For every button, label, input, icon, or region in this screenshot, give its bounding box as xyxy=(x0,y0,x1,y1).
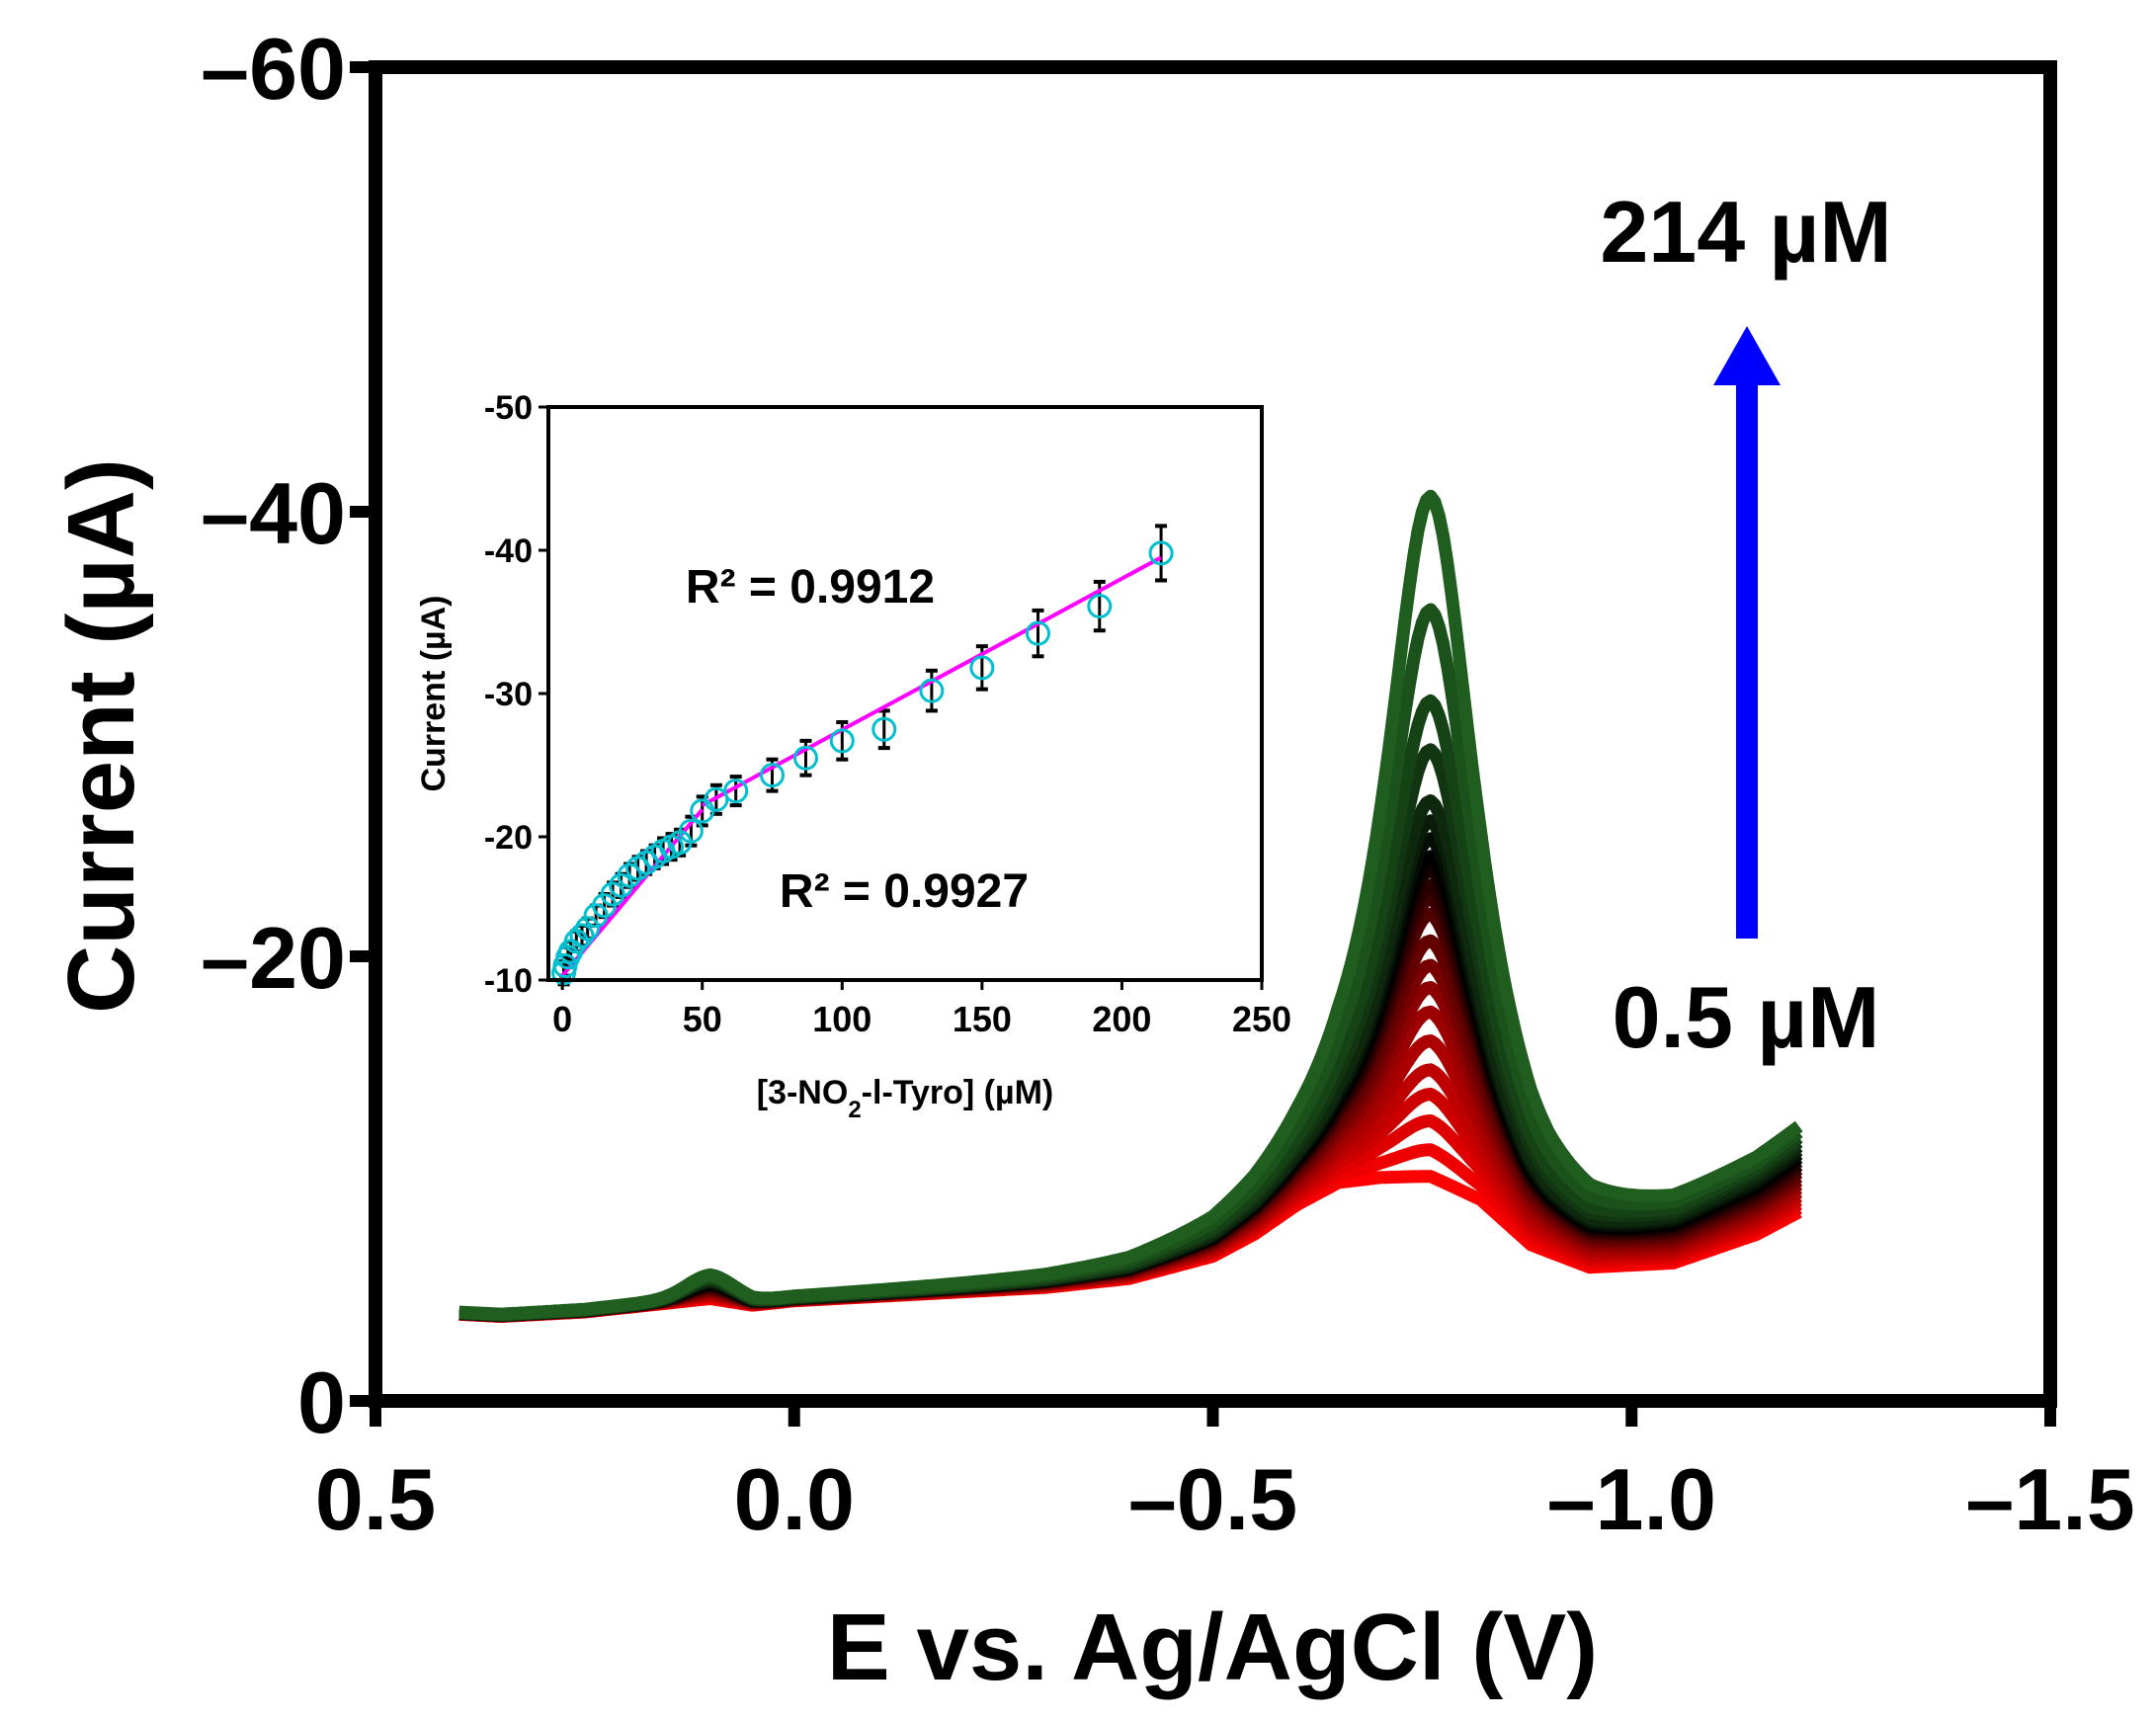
main-y-axis: 0 –20 –40 –60 xyxy=(201,20,375,1451)
inset-chart: 0 50 100 150 200 250 -10 -20 -30 -40 -50 R² = 0.9… xyxy=(415,389,1291,1123)
main-x-axis: 0.5 0.0 –0.5 –1.0 –1.5 xyxy=(315,1401,2135,1548)
inset-y-tick-label: -10 xyxy=(484,962,533,1000)
low-concentration-label: 0.5 µM xyxy=(1613,968,1880,1066)
main-x-tick-label: –1.5 xyxy=(1965,1450,2134,1548)
inset-error-bar xyxy=(1032,608,1044,659)
inset-data-point xyxy=(678,818,704,844)
main-y-tick-label: –60 xyxy=(201,20,346,118)
voltammogram-curves xyxy=(456,489,1803,1323)
inset-error-bar xyxy=(925,668,938,713)
inset-data-point xyxy=(871,716,897,742)
inset-data-point xyxy=(575,916,601,942)
high-concentration-label: 214 µM xyxy=(1600,183,1891,281)
inset-data xyxy=(551,524,1174,987)
inset-x-tick-label: 50 xyxy=(683,999,722,1039)
inset-y-axis-label: Current (µA) xyxy=(415,595,453,791)
main-chart: 0.5 0.0 –0.5 –1.0 –1.5 0 –20 –40 –60 E vs. Ag/A… xyxy=(48,20,2135,1700)
inset-data-point xyxy=(600,881,625,907)
inset-x-axis-label: [3-NO2-l-Tyro] (µM) xyxy=(757,1074,1054,1123)
inset-data-point xyxy=(792,745,818,771)
inset-data-point xyxy=(760,763,786,788)
inset-data-point xyxy=(617,862,642,888)
inset-data-point xyxy=(829,728,855,754)
inset-data-point xyxy=(969,655,995,681)
main-x-axis-label: E vs. Ag/AgCl (V) xyxy=(827,1595,1599,1700)
concentration-arrow-icon xyxy=(1713,326,1781,939)
r2-lower-label: R² = 0.9927 xyxy=(780,865,1029,918)
main-x-tick-label: –1.0 xyxy=(1547,1450,1716,1548)
main-x-tick-label: 0.5 xyxy=(315,1450,436,1548)
inset-x-tick-label: 250 xyxy=(1232,999,1291,1039)
inset-x-tick-label: 0 xyxy=(552,999,572,1039)
main-y-tick-label: –20 xyxy=(201,909,346,1007)
main-x-tick-label: –0.5 xyxy=(1128,1450,1297,1548)
inset-y-tick-label: -40 xyxy=(484,533,533,570)
r2-upper-label: R² = 0.9912 xyxy=(686,561,935,614)
main-x-tick-label: 0.0 xyxy=(734,1450,855,1548)
inset-data-point xyxy=(723,779,749,804)
inset-y-tick-label: -20 xyxy=(484,819,533,857)
main-y-tick-label: 0 xyxy=(297,1353,346,1451)
inset-data-point xyxy=(569,923,595,948)
inset-data-point xyxy=(919,678,945,703)
inset-y-tick-label: -50 xyxy=(484,389,533,427)
inset-fit-line xyxy=(701,555,1163,807)
main-y-tick-label: –40 xyxy=(201,464,346,562)
main-y-axis-label: Current (µA) xyxy=(48,458,154,1014)
inset-x-tick-label: 200 xyxy=(1092,999,1151,1039)
inset-x-axis: 0 50 100 150 200 250 xyxy=(552,980,1291,1039)
voltammogram-curve xyxy=(456,489,1803,1321)
inset-y-tick-label: -30 xyxy=(484,676,533,713)
inset-data-point xyxy=(1025,620,1050,646)
inset-x-tick-label: 100 xyxy=(812,999,871,1039)
inset-error-bar xyxy=(1155,524,1168,583)
inset-y-axis: -10 -20 -30 -40 -50 xyxy=(484,389,548,1000)
inset-data-point xyxy=(1148,540,1174,566)
inset-data-point xyxy=(1087,594,1113,619)
inset-x-tick-label: 150 xyxy=(953,999,1012,1039)
